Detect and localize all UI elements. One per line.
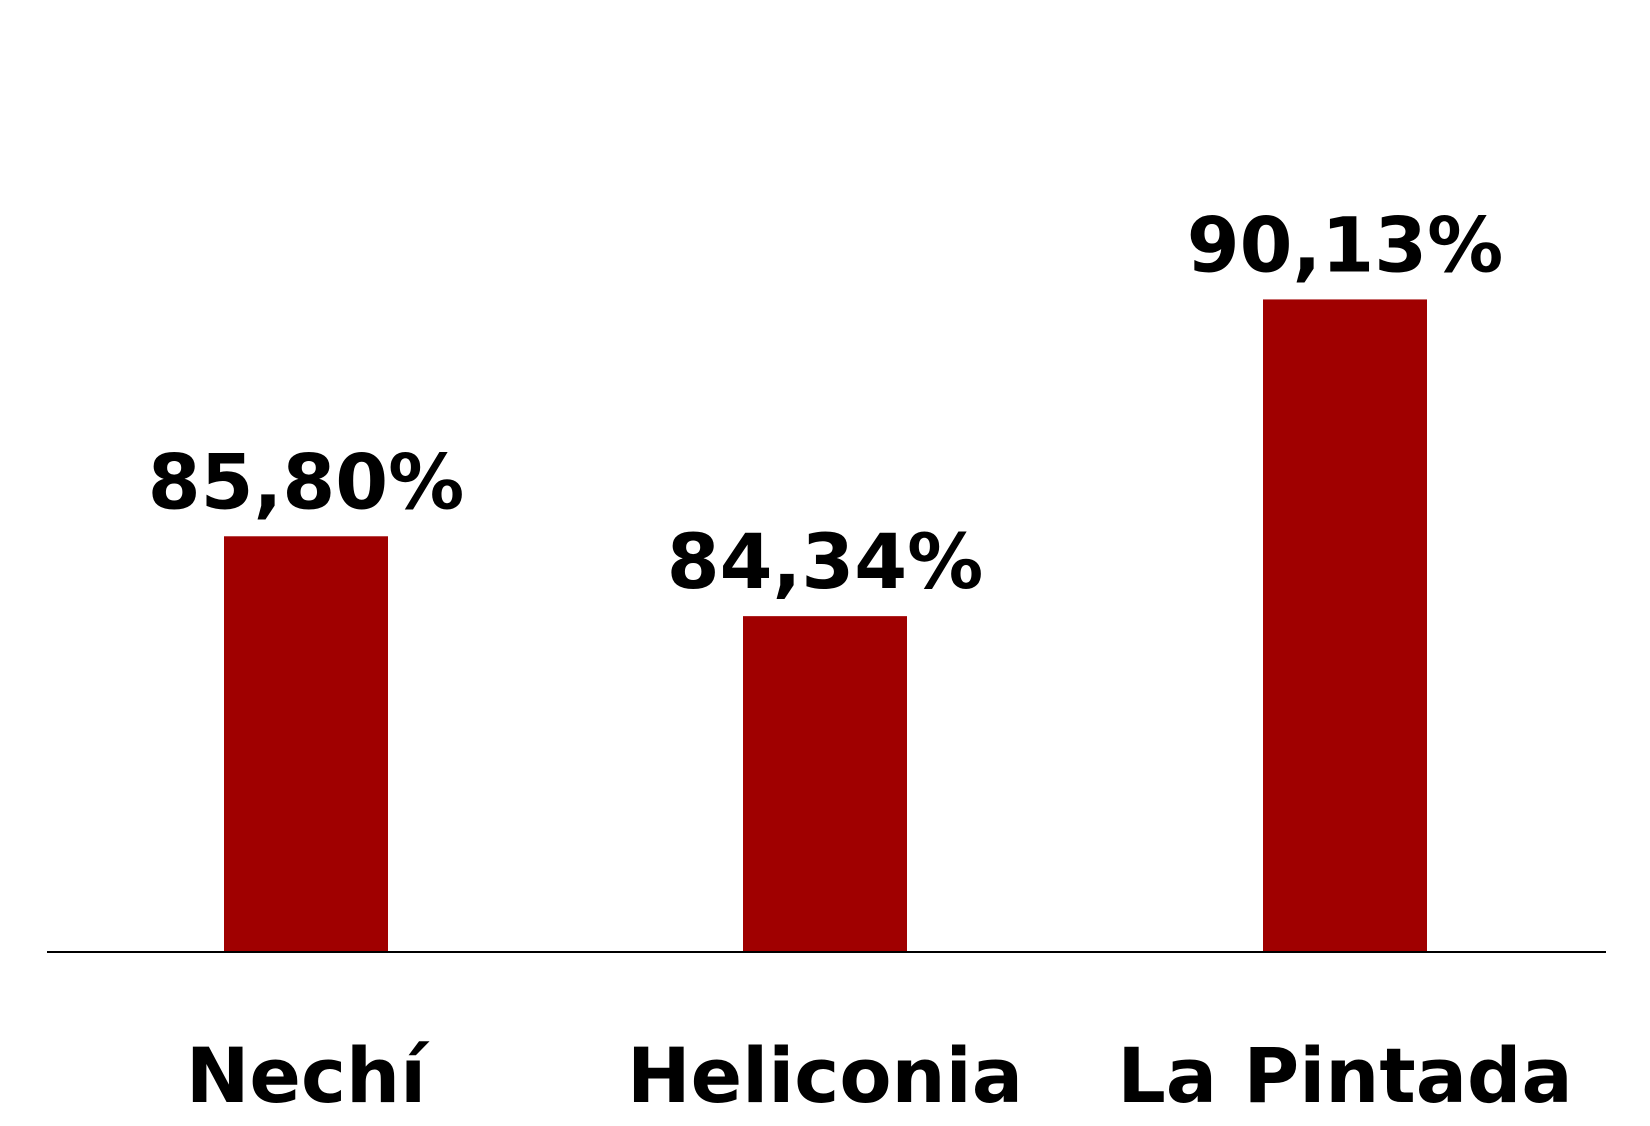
- category-label-1: Nechí: [186, 1031, 430, 1120]
- category-label-3: La Pintada: [1117, 1031, 1572, 1120]
- value-labels-group: 85,80% 84,34% 90,13%: [148, 200, 1504, 606]
- value-label-2: 84,34%: [667, 517, 984, 606]
- value-label-1: 85,80%: [148, 437, 465, 526]
- category-label-2: Heliconia: [627, 1031, 1023, 1120]
- bar-3: [1263, 299, 1427, 953]
- bar-1: [224, 536, 388, 952]
- bars-group: [224, 299, 1427, 953]
- bar-2: [743, 616, 907, 952]
- category-labels-group: Nechí Heliconia La Pintada: [186, 1031, 1573, 1120]
- value-label-3: 90,13%: [1187, 200, 1504, 289]
